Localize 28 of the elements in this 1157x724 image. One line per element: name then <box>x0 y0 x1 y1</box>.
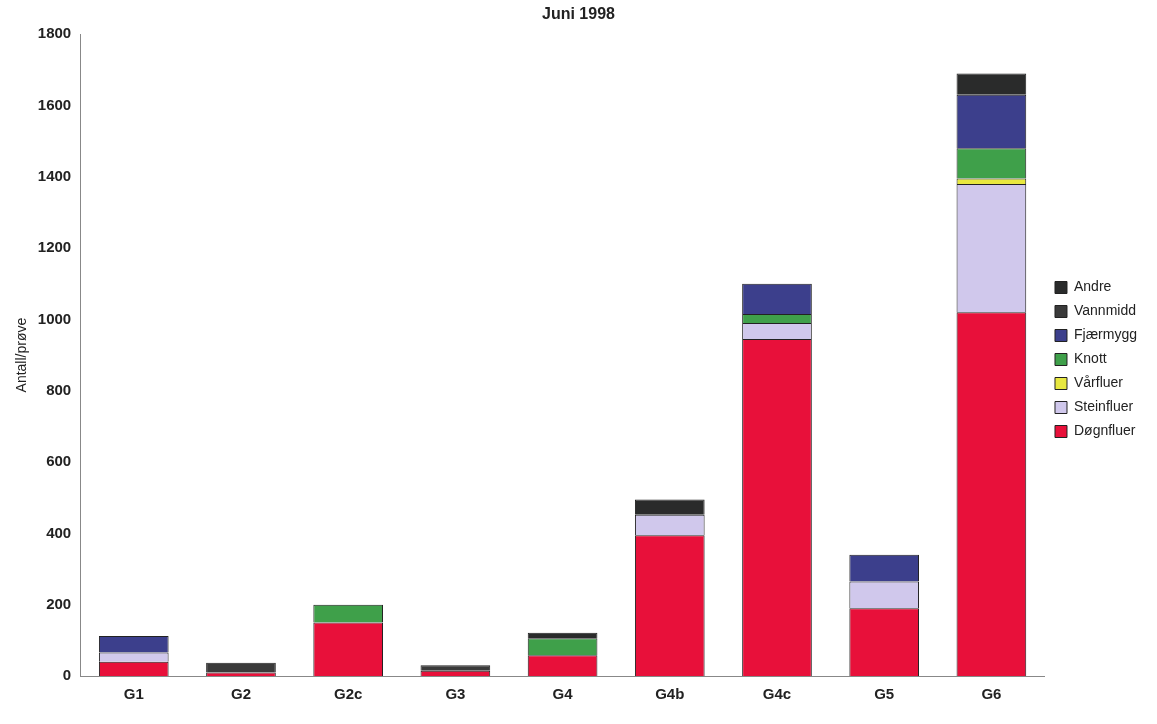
x-tick-label: G6 <box>981 685 1002 703</box>
legend-label: Vannmidd <box>1073 302 1137 319</box>
y-tick-label: 600 <box>46 452 72 470</box>
x-tick-label: G5 <box>874 685 895 703</box>
x-tick-label: G4b <box>655 685 685 703</box>
y-tick-label: 800 <box>46 380 72 398</box>
legend-label: Vårfluer <box>1073 374 1124 391</box>
legend-label: Fjærmygg <box>1073 326 1138 343</box>
chart-title: Juni 1998 <box>542 5 616 23</box>
x-tick-label: G4 <box>552 685 574 703</box>
y-tick-label: 1000 <box>37 309 72 327</box>
x-tick-label: G1 <box>123 685 144 703</box>
y-tick-label: 400 <box>46 523 72 541</box>
y-tick-label: 1600 <box>37 95 72 113</box>
x-tick-label: G2 <box>230 685 251 703</box>
x-tick-label: G4c <box>762 685 792 703</box>
legend-label: Andre <box>1073 278 1112 295</box>
y-tick-label: 1200 <box>37 238 72 256</box>
y-tick-label: 200 <box>46 594 72 612</box>
y-tick-label: 1800 <box>37 24 72 42</box>
y-axis-title: Antall/prøve <box>13 317 30 393</box>
legend-label: Steinfluer <box>1073 398 1134 415</box>
x-tick-label: G3 <box>445 685 466 703</box>
y-tick-label: 0 <box>62 666 72 684</box>
legend-label: Døgnfluer <box>1073 422 1136 439</box>
legend-label: Knott <box>1073 350 1107 367</box>
y-tick-label: 1400 <box>37 166 72 184</box>
x-tick-label: G2c <box>334 685 363 703</box>
